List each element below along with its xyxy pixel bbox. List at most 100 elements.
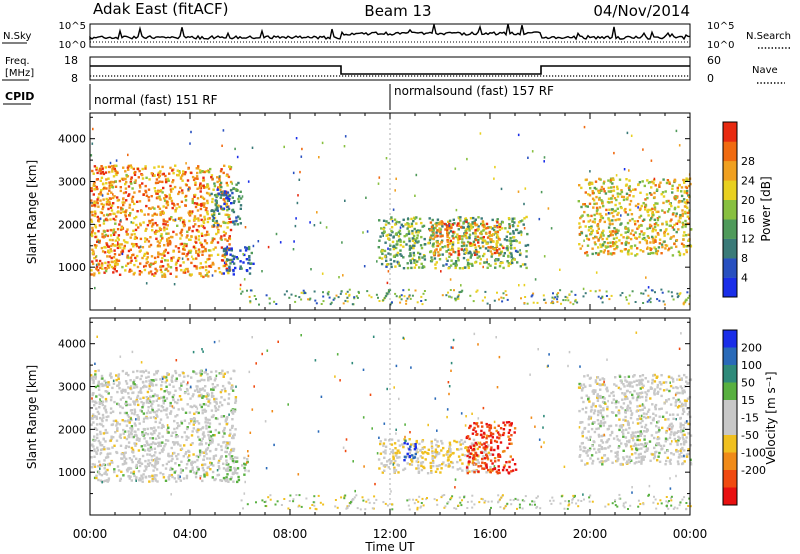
noise-right-tick-top: 10^5 — [707, 21, 734, 32]
power-feature-1 — [90, 164, 233, 279]
power-colorbar-tick: 4 — [741, 272, 748, 285]
velocity-feature-2 — [222, 455, 250, 484]
freq-left-label-line1: Freq. — [5, 56, 30, 67]
velocity-colorbar-swatch — [723, 487, 737, 506]
power-colorbar-tick: 28 — [741, 155, 755, 168]
power-colorbar-swatch — [723, 160, 737, 181]
power-feature-5 — [427, 220, 505, 257]
velocity-colorbar-swatch — [723, 330, 737, 348]
velocity-colorbar-swatch — [723, 470, 737, 488]
x-tick-label: 04:00 — [173, 527, 208, 541]
velocity-colorbar-tick: 50 — [741, 377, 755, 390]
velocity-ytick-label: 1000 — [58, 466, 86, 479]
velocity-feature-5 — [465, 421, 518, 475]
date-title: 04/Nov/2014 — [593, 2, 690, 20]
freq-panel-frame — [89, 56, 691, 81]
power-colorbar-swatch — [723, 180, 737, 200]
noise-right-tick-bottom: 10^0 — [707, 40, 734, 51]
noise-panel-frame — [89, 23, 691, 48]
velocity-heatmap-data — [90, 331, 693, 511]
power-panel-frame — [89, 112, 691, 311]
power-y-axis: 1000 2000 3000 4000 — [58, 116, 690, 290]
power-colorbar-swatch — [723, 238, 737, 259]
freq-right-label: Nave — [752, 65, 778, 76]
noise-left-label: N.Sky — [3, 31, 31, 42]
freq-left-label-line2: [MHz] — [5, 68, 34, 79]
power-feature-3 — [222, 245, 255, 276]
power-colorbar-swatch — [723, 122, 737, 142]
velocity-colorbar-label: Velocity [m s⁻¹] — [764, 371, 778, 464]
x-axis-label: Time UT — [364, 540, 415, 554]
freq-right-tick-bottom: 0 — [707, 72, 714, 85]
noise-trace — [89, 23, 691, 43]
velocity-feature-4 — [403, 439, 417, 462]
x-tick-label: 00:00 — [73, 527, 108, 541]
power-ylabel: Slant Range [km] — [25, 160, 39, 264]
site-title: Adak East (fitACF) — [93, 0, 228, 18]
x-tick-label: 20:00 — [573, 527, 608, 541]
power-colorbar-tick: 24 — [741, 174, 755, 187]
power-ytick-label: 3000 — [58, 176, 86, 189]
velocity-colorbar-tick: -15 — [741, 412, 759, 425]
power-colorbar-label: Power [dB] — [759, 176, 773, 241]
power-near-range-scatter — [90, 125, 691, 306]
freq-left-tick-bottom: 8 — [71, 72, 78, 85]
freq-left-tick-top: 18 — [64, 54, 78, 67]
velocity-colorbar-tick: 100 — [741, 359, 762, 372]
velocity-colorbar-tick: -200 — [741, 464, 766, 477]
time-x-axis: 00:00 04:00 08:00 12:00 16:00 20:00 00:00 — [73, 113, 708, 541]
velocity-colorbar-swatch — [723, 435, 737, 453]
x-tick-label: 12:00 — [373, 527, 408, 541]
velocity-colorbar-swatch — [723, 347, 737, 366]
power-colorbar-swatch — [723, 141, 737, 162]
x-tick-label: 16:00 — [473, 527, 508, 541]
velocity-colorbar: 200 100 50 15 -15 -50 -100 -200 — [722, 329, 766, 506]
velocity-ytick-label: 4000 — [58, 338, 86, 351]
freq-right-tick-top: 60 — [707, 54, 721, 67]
velocity-ytick-label: 3000 — [58, 381, 86, 394]
velocity-colorbar-swatch — [723, 365, 737, 383]
velocity-colorbar-swatch — [723, 382, 737, 401]
velocity-colorbar-swatch — [723, 400, 737, 418]
velocity-ytick-label: 2000 — [58, 423, 86, 436]
velocity-colorbar-tick: 15 — [741, 394, 755, 407]
power-colorbar-swatch — [723, 277, 737, 298]
power-feature-6 — [577, 177, 693, 257]
velocity-colorbar-tick: 200 — [741, 342, 762, 355]
power-heatmap-data — [90, 125, 693, 306]
power-colorbar-swatch — [723, 199, 737, 220]
velocity-panel-frame — [89, 317, 691, 516]
power-ytick-label: 2000 — [58, 218, 86, 231]
velocity-feature-1 — [90, 369, 238, 483]
velocity-colorbar-tick: -50 — [741, 429, 759, 442]
noise-left-tick-top: 10^5 — [59, 21, 86, 32]
power-colorbar-tick: 8 — [741, 252, 748, 265]
power-colorbar: 4 8 12 16 20 24 28 — [722, 121, 755, 298]
power-feature-2 — [210, 181, 243, 227]
power-ytick-label: 1000 — [58, 261, 86, 274]
noise-left-tick-bottom: 10^0 — [59, 40, 86, 51]
velocity-ylabel: Slant Range [km] — [25, 365, 39, 469]
power-colorbar-tick: 12 — [741, 233, 755, 246]
velocity-y-axis: 1000 2000 3000 4000 — [58, 321, 690, 495]
velocity-feature-6 — [577, 373, 693, 466]
cpid-label: CPID — [5, 90, 34, 103]
velocity-feature-3 — [377, 438, 493, 475]
cpid-segment-1: normal (fast) 151 RF — [94, 93, 218, 107]
power-colorbar-swatch — [723, 219, 737, 239]
x-tick-label: 08:00 — [273, 527, 308, 541]
noise-right-label: N.Search — [746, 31, 791, 42]
velocity-colorbar-swatch — [723, 417, 737, 436]
freq-trace — [90, 65, 690, 75]
beam-title: Beam 13 — [364, 2, 431, 20]
power-colorbar-tick: 16 — [741, 213, 755, 226]
velocity-colorbar-tick: -100 — [741, 447, 766, 460]
velocity-colorbar-swatch — [723, 452, 737, 471]
power-colorbar-tick: 20 — [741, 194, 755, 207]
x-tick-label: 00:00 — [673, 527, 708, 541]
power-colorbar-swatch — [723, 258, 737, 278]
cpid-segment-2: normalsound (fast) 157 RF — [394, 84, 554, 98]
power-ytick-label: 4000 — [58, 133, 86, 146]
velocity-near-range-scatter — [91, 331, 692, 511]
